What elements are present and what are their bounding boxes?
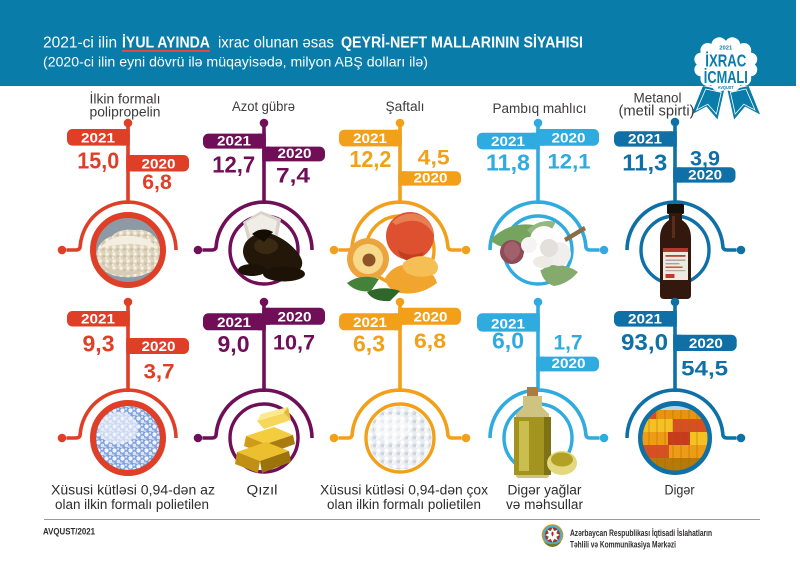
svg-text:15,0: 15,0	[77, 148, 119, 174]
svg-text:2021: 2021	[628, 310, 662, 326]
svg-text:2021: 2021	[81, 310, 115, 326]
svg-text:və məhsullar: və məhsullar	[506, 497, 584, 512]
svg-text:(metil spirti): (metil spirti)	[619, 104, 695, 120]
svg-text:7,4: 7,4	[276, 164, 310, 188]
svg-text:6,3: 6,3	[353, 331, 385, 357]
svg-text:3,7: 3,7	[144, 360, 175, 384]
svg-text:3,9: 3,9	[690, 147, 720, 171]
svg-text:6,8: 6,8	[142, 170, 172, 194]
svg-text:12,7: 12,7	[212, 152, 255, 178]
svg-text:4,5: 4,5	[418, 146, 450, 170]
svg-text:6,8: 6,8	[414, 329, 446, 353]
svg-text:2020: 2020	[688, 166, 722, 182]
svg-text:2020: 2020	[414, 169, 448, 185]
svg-text:2020: 2020	[142, 155, 176, 171]
svg-text:İXRAC: İXRAC	[705, 51, 746, 71]
svg-text:2020: 2020	[278, 145, 312, 161]
svg-text:11,8: 11,8	[486, 150, 530, 176]
svg-text:2021: 2021	[217, 314, 251, 330]
svg-text:2021: 2021	[217, 132, 251, 148]
svg-text:Digər yağlar: Digər yağlar	[508, 483, 583, 498]
svg-text:6,0: 6,0	[492, 328, 524, 354]
svg-text:54,5: 54,5	[681, 356, 728, 380]
svg-text:Metanol: Metanol	[634, 91, 682, 106]
svg-text:2021: 2021	[491, 133, 525, 149]
svg-text:Pambıq mahlıcı: Pambıq mahlıcı	[493, 101, 587, 116]
svg-text:1,7: 1,7	[554, 331, 583, 355]
svg-text:12,2: 12,2	[349, 146, 391, 172]
svg-text:Şaftalı: Şaftalı	[386, 99, 425, 114]
svg-text:Digər: Digər	[665, 483, 695, 498]
svg-text:olan ilkin formalı polietilen: olan ilkin formalı polietilen	[327, 497, 481, 512]
svg-text:Qızıl: Qızıl	[247, 483, 278, 498]
svg-text:(2020-ci ilin eyni dövrü ilə m: (2020-ci ilin eyni dövrü ilə müqayisədə,…	[43, 54, 428, 70]
svg-text:ixrac olunan əsas: ixrac olunan əsas	[218, 35, 334, 52]
svg-text:2020: 2020	[689, 335, 723, 351]
svg-text:11,3: 11,3	[622, 150, 667, 176]
svg-text:2021: 2021	[719, 46, 732, 52]
svg-text:2021: 2021	[353, 314, 387, 330]
svg-text:2020: 2020	[414, 309, 448, 325]
svg-text:AVQUST/2021: AVQUST/2021	[43, 527, 96, 538]
svg-text:2020: 2020	[552, 130, 586, 146]
svg-text:2020: 2020	[552, 355, 586, 371]
svg-text:Azərbaycan Respublikası İqtisa: Azərbaycan Respublikası İqtisadi İslahat…	[570, 528, 712, 538]
svg-text:9,3: 9,3	[83, 331, 115, 357]
svg-text:93,0: 93,0	[621, 329, 668, 355]
svg-text:AVQUST: AVQUST	[718, 85, 734, 90]
svg-text:QEYRİ-NEFT MALLARININ SİYAHISI: QEYRİ-NEFT MALLARININ SİYAHISI	[341, 35, 583, 52]
svg-text:2021-ci ilin: 2021-ci ilin	[43, 35, 117, 52]
svg-text:Azot gübrə: Azot gübrə	[232, 99, 295, 114]
svg-text:2021: 2021	[81, 129, 115, 145]
svg-text:10,7: 10,7	[273, 331, 315, 355]
svg-text:İYUL AYINDA: İYUL AYINDA	[122, 35, 210, 52]
svg-text:polipropelin: polipropelin	[90, 105, 161, 120]
svg-text:olan ilkin formalı polietilen: olan ilkin formalı polietilen	[55, 497, 209, 512]
svg-text:2021: 2021	[628, 130, 662, 146]
svg-text:2020: 2020	[278, 309, 312, 325]
svg-text:İCMALI: İCMALI	[704, 67, 748, 87]
svg-text:Xüsusi kütləsi 0,94-dən çox: Xüsusi kütləsi 0,94-dən çox	[320, 483, 488, 498]
svg-text:2021: 2021	[353, 130, 387, 146]
svg-text:2021: 2021	[491, 315, 525, 331]
svg-text:Təhlili və Kommunikasiya Mərkə: Təhlili və Kommunikasiya Mərkəzi	[570, 540, 676, 550]
svg-text:9,0: 9,0	[218, 331, 250, 357]
svg-text:İlkin formalı: İlkin formalı	[90, 92, 161, 107]
svg-text:Xüsusi kütləsi 0,94-dən az: Xüsusi kütləsi 0,94-dən az	[51, 483, 215, 498]
svg-text:2020: 2020	[142, 338, 176, 354]
svg-text:12,1: 12,1	[548, 150, 591, 174]
